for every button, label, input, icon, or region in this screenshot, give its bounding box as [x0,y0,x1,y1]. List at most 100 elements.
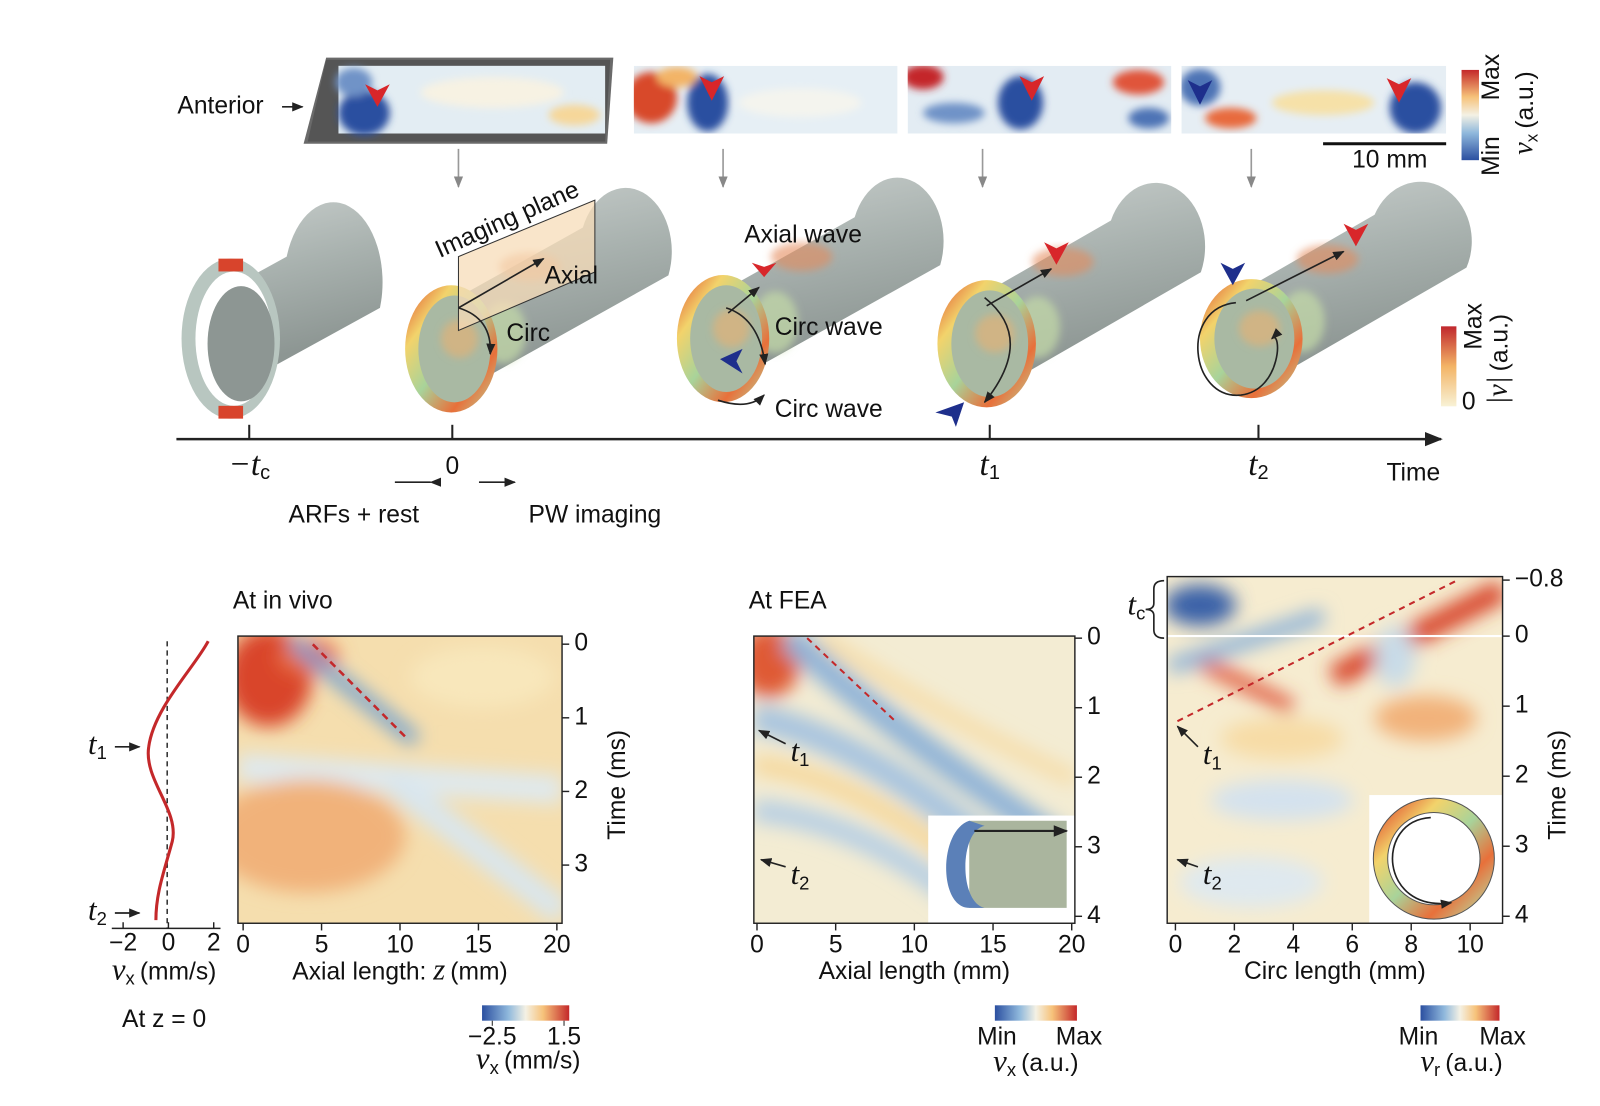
label-part: t [88,727,98,761]
tick-label: −2 [109,929,137,956]
arrowhead [1220,262,1246,286]
arrow [1176,858,1199,868]
label-part: (a.u.) [1512,71,1539,128]
label-part: t [1248,446,1258,483]
tick-label: 0 [750,931,764,958]
label-part: t [791,857,801,891]
label-part: 2 [1211,872,1221,893]
label: Axial wave [744,222,862,249]
label: Circ wave [775,314,883,341]
arrow [986,268,1053,307]
arrow [727,286,760,314]
label: At FEA [749,588,828,615]
tick-label: 8 [1404,931,1418,958]
arrowhead [1343,223,1369,247]
label-part: t [1128,587,1138,621]
brace [1145,579,1165,639]
tick-label: 10 [386,931,413,958]
label: t1 [88,727,107,763]
tick-label: −2.5 [468,1024,517,1051]
band [218,258,244,272]
label: Time (ms) [1544,730,1571,840]
label-part: x [490,1057,500,1078]
label-part: 2 [1258,462,1269,484]
arrowhead [365,84,390,107]
label: vr (a.u.) [1420,1044,1502,1080]
tick-label: 2 [1515,762,1529,789]
tick-label: 5 [829,931,843,958]
colorbar [482,1005,570,1021]
label-part: v [1509,142,1540,155]
cylinder [676,177,944,403]
label: vx (a.u.) [1509,71,1542,155]
label-part: x [125,968,135,989]
plot-frame [1166,575,1504,924]
cylinder-inner-blob [975,314,1015,353]
label: t2 [88,893,107,929]
label: Min [1478,136,1505,176]
cylinder-annotations [457,199,1457,427]
label-part: t [1203,857,1213,891]
arrow [757,729,787,745]
label-part: (mm) [450,958,507,985]
strip-2 [633,65,898,134]
label: Axial [545,263,598,290]
label: Axial length (mm) [819,958,1010,985]
tick-label: 20 [543,931,570,958]
label: vx (mm/s) [112,953,217,989]
label: Time [1386,460,1440,487]
label-part: 2 [799,872,809,893]
tick-label: 2 [1087,763,1101,790]
cylinder [937,182,1206,408]
wave-blob [770,242,833,271]
label: Max [1479,1024,1526,1051]
label-part: (mm/s) [504,1047,581,1074]
label: tc [1128,587,1146,623]
heatmap-circ [1167,576,1503,924]
label-part: z [432,953,445,987]
tick-label: 3 [1087,832,1101,859]
label-part: x [1007,1059,1017,1080]
tick-label: 10 [901,931,928,958]
label-part: t [1203,737,1213,771]
label-part: 0 [445,452,459,479]
label-part: t [980,446,990,483]
arrow [1176,725,1199,748]
label: −tc [228,446,270,485]
arrow [983,296,1012,404]
label: t2 [1203,857,1222,893]
arrowhead [1044,242,1069,265]
label-part: Axial length: [292,958,433,985]
label: Time (ms) [604,730,631,840]
label: Min [1399,1024,1439,1051]
tick-label: 15 [979,931,1006,958]
cylinders [181,177,1472,419]
label: Circ wave [775,396,883,423]
label: t2 [1248,446,1268,485]
label: Circ length (mm) [1244,958,1426,985]
tick-label: 2 [207,929,221,956]
label: |v| (a.u.) [1483,314,1514,405]
cylinder [405,187,672,413]
tick-label: 4 [1286,931,1300,958]
label: 10 mm [1352,147,1427,174]
profile-curve [146,640,210,921]
arrowhead [699,76,725,101]
arrow [1245,250,1345,302]
tick-label: 6 [1345,931,1359,958]
arrow [458,307,496,356]
label-part: c [1136,602,1145,623]
label: Anterior [177,92,263,119]
tick-label: 1 [574,703,588,730]
label: Max [1056,1024,1103,1051]
tick-label: 3 [1515,832,1529,859]
label-part: c [260,462,270,484]
strips [282,57,1479,188]
strip-1 [307,59,611,142]
heatmap-fea [753,636,1075,924]
colorbar [994,1005,1077,1021]
label: Circ [506,320,550,347]
label-part: 1 [97,742,107,763]
